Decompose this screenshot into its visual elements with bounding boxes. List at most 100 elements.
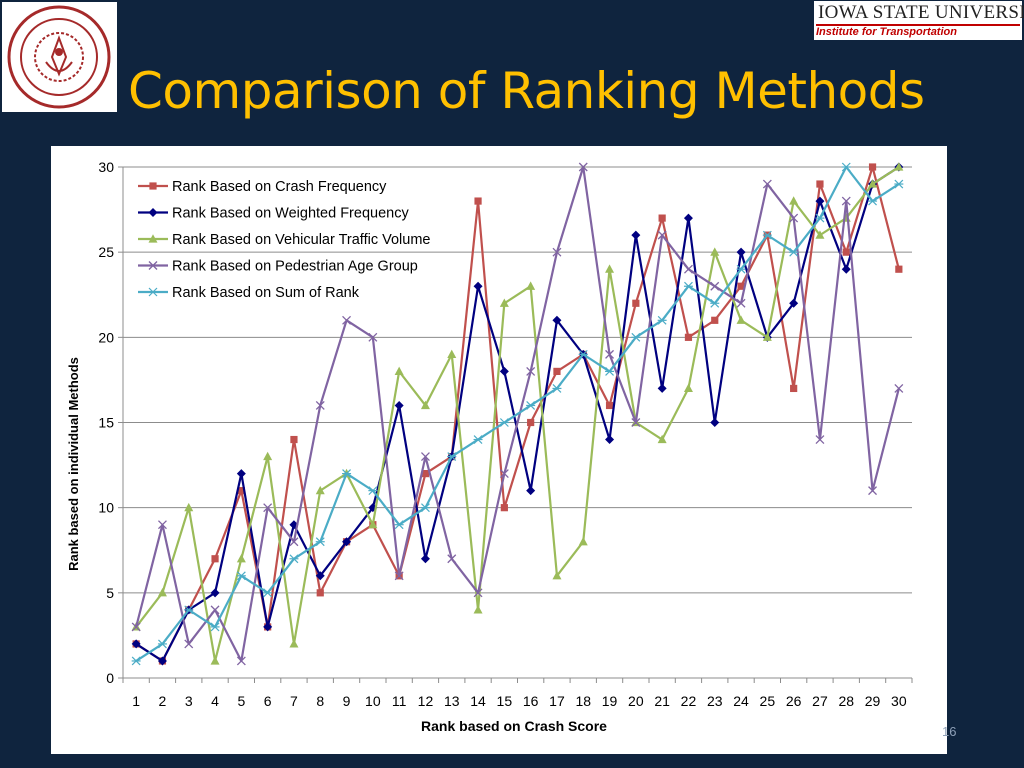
x-tick-label: 9 (343, 693, 351, 709)
y-tick-label: 30 (98, 159, 114, 175)
data-point (237, 487, 245, 495)
data-point (762, 230, 772, 240)
data-point (894, 179, 904, 189)
series-line (135, 166, 900, 663)
data-point-stroke (289, 537, 299, 547)
legend-item: Rank Based on Weighted Frequency (138, 206, 409, 222)
x-tick-label: 5 (237, 693, 245, 709)
legend-label: Rank Based on Weighted Frequency (172, 206, 409, 222)
data-point-stroke (631, 418, 641, 427)
data-point (315, 537, 325, 547)
data-point (289, 537, 299, 547)
data-point (894, 162, 904, 171)
data-point (342, 469, 352, 479)
data-point (236, 469, 246, 479)
data-point (578, 349, 588, 359)
data-point (736, 247, 746, 257)
data-point (148, 208, 158, 217)
data-point (841, 196, 851, 206)
x-tick-label: 19 (602, 693, 618, 709)
data-point (131, 639, 141, 649)
data-point (868, 486, 878, 496)
data-point (684, 333, 693, 341)
data-point (236, 571, 246, 581)
data-point-stroke (342, 315, 352, 325)
data-point (131, 622, 141, 632)
chart-series (131, 162, 904, 666)
data-point-stroke (789, 213, 799, 223)
data-point (368, 332, 378, 342)
data-point (447, 452, 457, 461)
y-axis-label: Rank based on individual Methods (66, 357, 81, 571)
data-point (289, 639, 299, 648)
data-point-stroke (683, 264, 693, 274)
data-point (632, 299, 640, 307)
iit-kanpur-logo (2, 2, 117, 112)
page-number: 16 (942, 724, 957, 739)
data-point-stroke (552, 247, 562, 257)
x-tick-label: 8 (316, 693, 324, 709)
data-point (710, 418, 720, 427)
data-point-stroke (473, 588, 483, 598)
series-group (131, 162, 904, 665)
data-point (631, 418, 641, 427)
legend-label: Rank Based on Sum of Rank (172, 285, 360, 301)
data-point-stroke (148, 261, 158, 270)
x-tick-label: 17 (549, 693, 565, 709)
x-tick-label: 24 (733, 693, 749, 709)
data-point (683, 383, 693, 393)
data-point (526, 401, 536, 410)
data-point-stroke (736, 298, 746, 308)
data-point (394, 520, 404, 530)
data-point (605, 366, 615, 376)
x-axis-label: Rank based on Crash Score (421, 718, 607, 734)
x-tick-label: 3 (185, 693, 193, 709)
data-point (149, 182, 157, 190)
data-point (499, 366, 509, 376)
data-point-stroke (526, 366, 536, 376)
data-point (605, 349, 615, 359)
data-point (210, 656, 220, 665)
data-point (211, 555, 219, 563)
data-point (605, 264, 615, 273)
data-point (683, 213, 693, 223)
y-tick-label: 20 (98, 329, 114, 345)
data-point (500, 504, 508, 512)
legend-item: Rank Based on Pedestrian Age Group (138, 259, 418, 275)
data-point (420, 554, 430, 564)
data-point (841, 162, 851, 172)
data-point (790, 384, 798, 393)
data-point (526, 281, 536, 290)
data-point (368, 519, 378, 529)
data-point (815, 213, 825, 223)
legend-label: Rank Based on Vehicular Traffic Volume (172, 232, 430, 248)
x-tick-label: 1 (132, 693, 140, 709)
data-point-stroke (657, 230, 667, 240)
data-point (420, 400, 430, 410)
legend-label: Rank Based on Pedestrian Age Group (172, 259, 418, 275)
series-group (131, 162, 904, 666)
data-point (868, 196, 878, 206)
data-point (315, 401, 325, 410)
data-point (290, 435, 298, 444)
data-point-stroke (368, 332, 378, 342)
data-point (263, 622, 273, 632)
data-point (263, 588, 273, 598)
data-point (368, 486, 378, 496)
data-point (762, 179, 772, 189)
x-tick-label: 22 (681, 693, 697, 709)
data-point (473, 605, 483, 614)
x-tick-label: 30 (891, 693, 907, 709)
data-point-stroke (420, 452, 430, 462)
data-point (815, 435, 825, 444)
data-point (683, 281, 693, 291)
data-point (631, 230, 641, 240)
data-point (236, 553, 246, 563)
data-point (710, 247, 720, 256)
data-point-stroke (236, 656, 246, 666)
data-point (710, 281, 720, 291)
isu-logo-divider (816, 24, 1020, 41)
x-tick-label: 23 (707, 693, 723, 709)
data-point (421, 470, 430, 478)
